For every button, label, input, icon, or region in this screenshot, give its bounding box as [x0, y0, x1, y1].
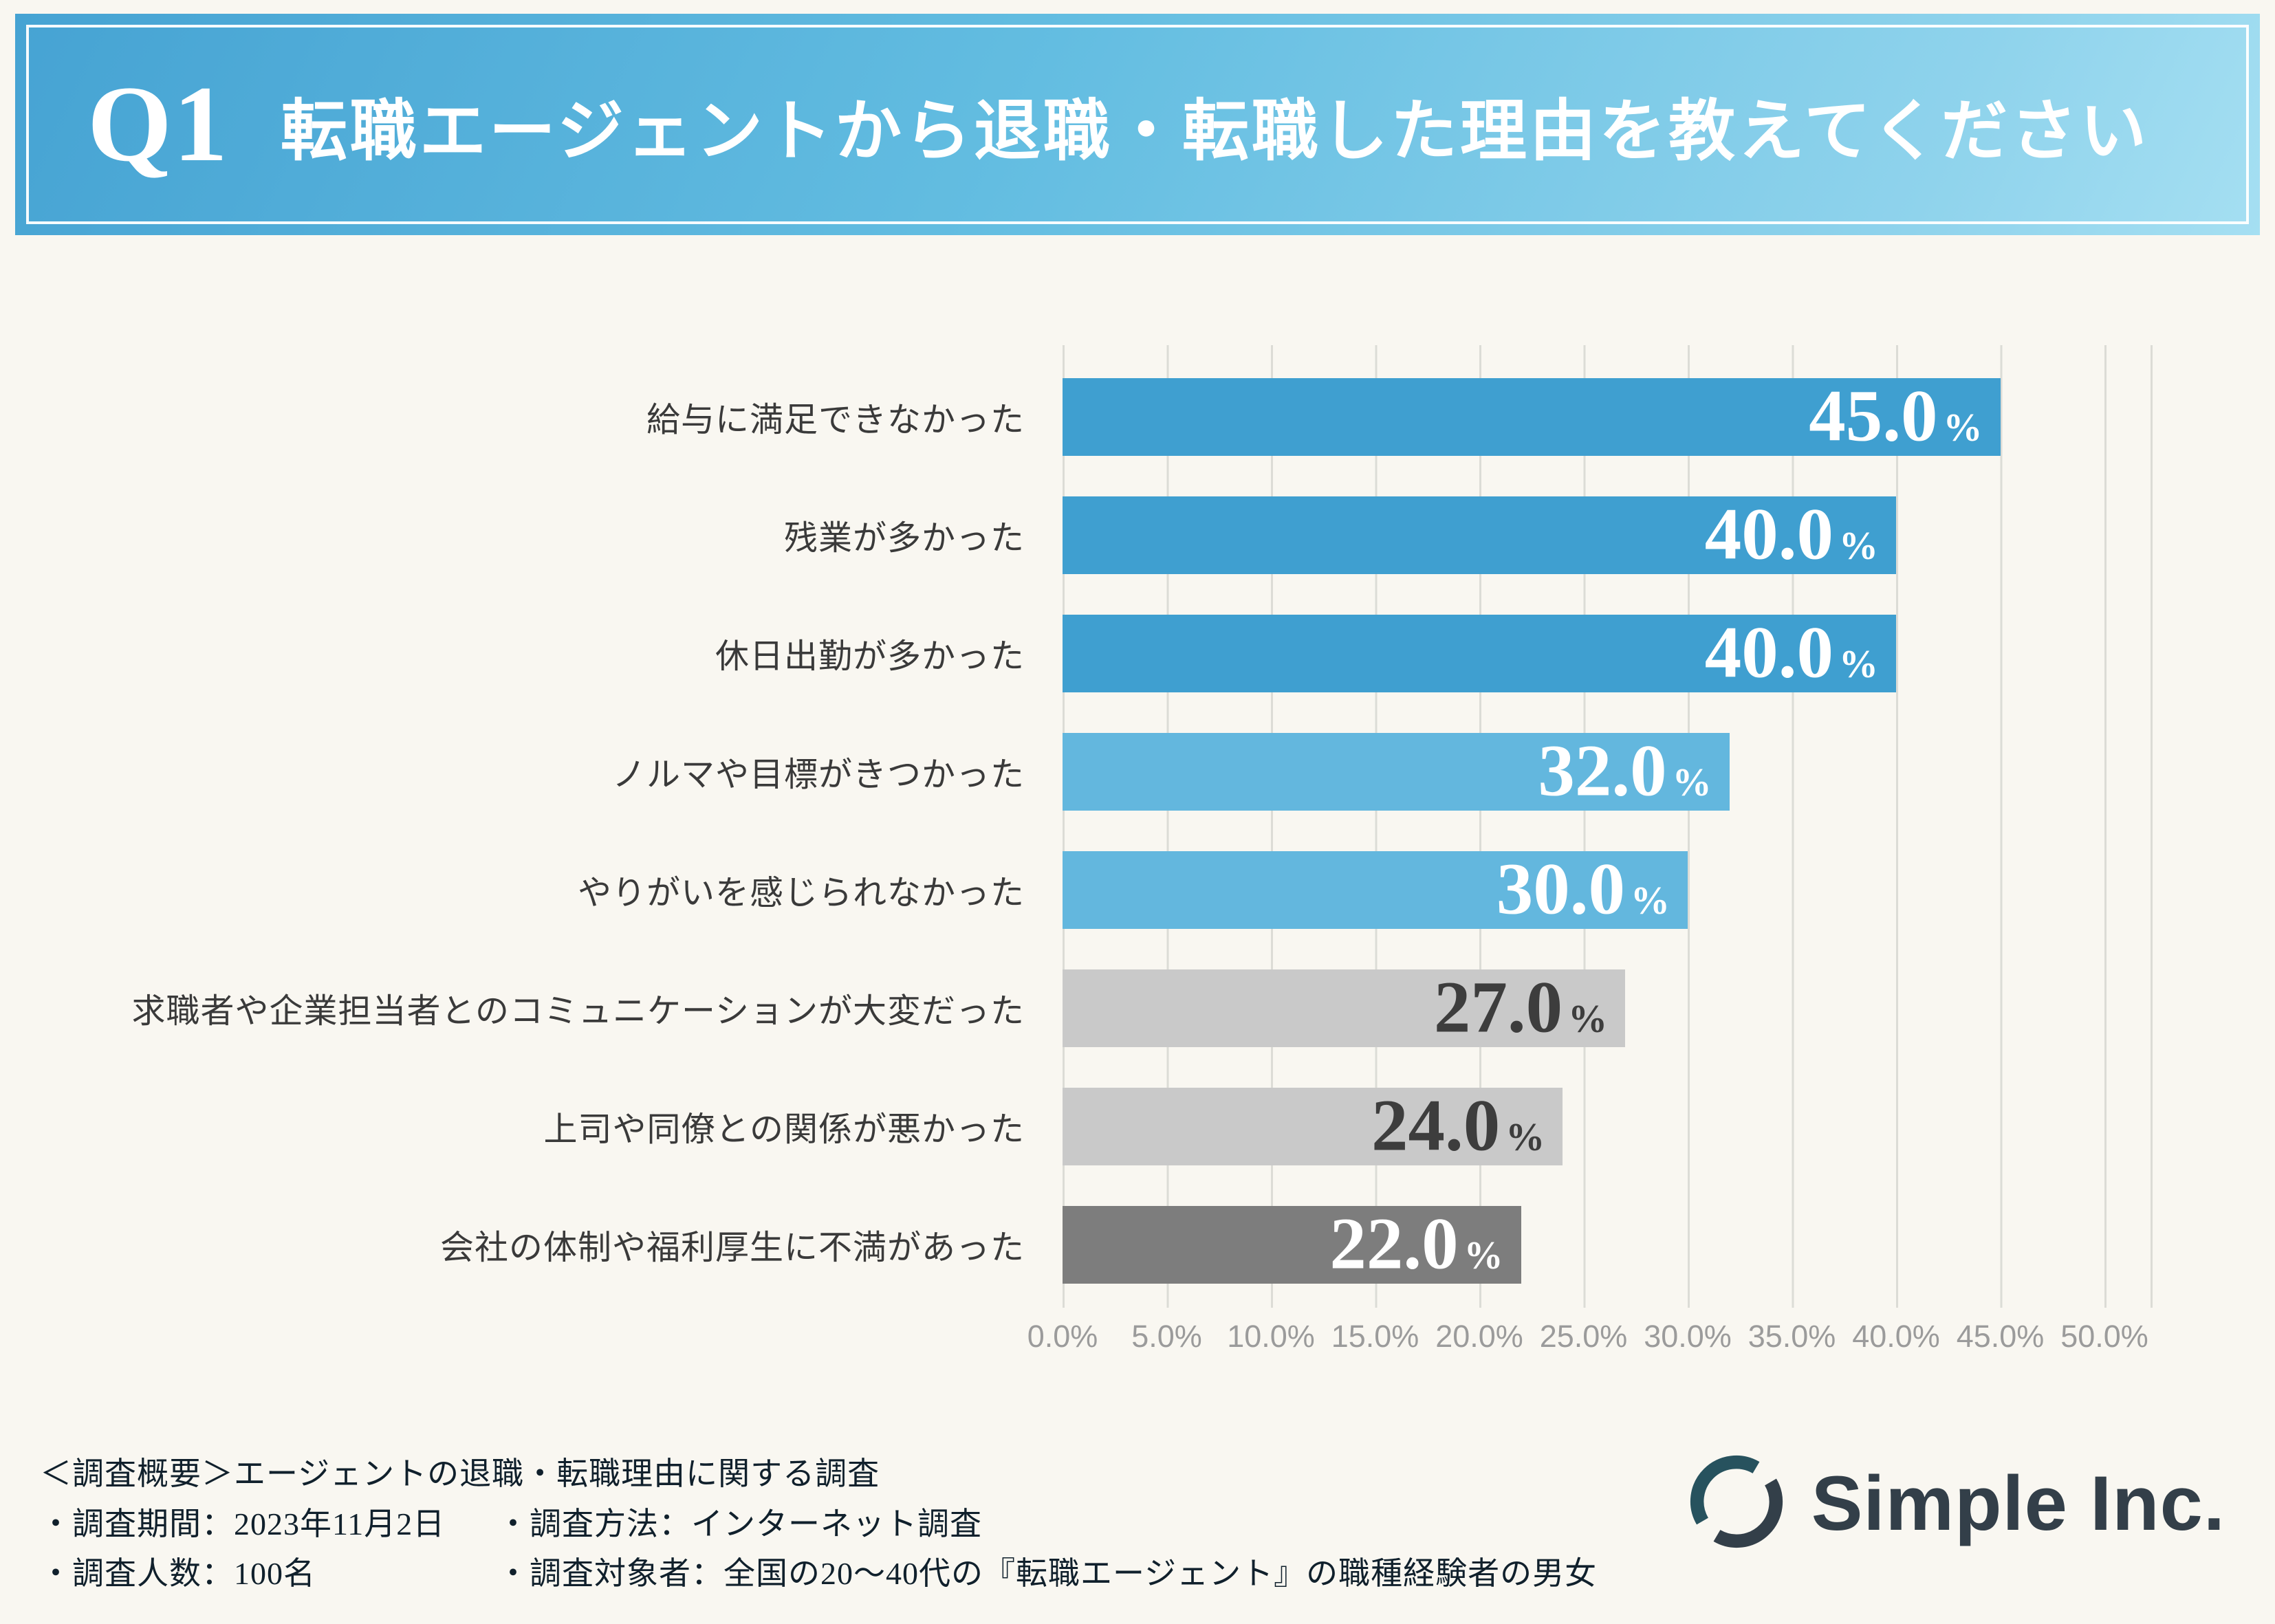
question-title: 転職エージェントから退職・転職した理由を教えてください: [280, 94, 2150, 168]
bar-track: 40.0%: [1063, 613, 2153, 694]
value-label: 22.0%: [1329, 1203, 1503, 1285]
value-label: 24.0%: [1371, 1085, 1545, 1167]
bar-row: やりがいを感じられなかった 30.0%: [31, 831, 2184, 949]
bar-row: 会社の体制や福利厚生に不満があった 22.0%: [31, 1185, 2184, 1304]
x-tick: 25.0%: [1539, 1319, 1628, 1354]
bar-track: 45.0%: [1063, 375, 2153, 457]
survey-note-line: ＜調査概要＞エージェントの退職・転職理由に関する調査: [40, 1449, 1597, 1500]
category-label: 求職者や企業担当者とのコミュニケーションが大変だった: [131, 991, 1025, 1030]
value-label: 40.0%: [1704, 612, 1878, 694]
x-tick: 10.0%: [1227, 1319, 1315, 1354]
value-label: 32.0%: [1538, 730, 1712, 812]
bar: 32.0%: [1063, 731, 1730, 812]
value-label: 45.0%: [1809, 375, 1983, 457]
survey-count: ・調査人数：100名: [40, 1556, 316, 1592]
bar: 40.0%: [1063, 494, 1896, 575]
x-tick: 45.0%: [1956, 1319, 2045, 1354]
bar: 40.0%: [1063, 613, 1896, 694]
survey-title: ＜調査概要＞エージェントの退職・転職理由に関する調査: [40, 1456, 880, 1491]
survey-note: ＜調査概要＞エージェントの退職・転職理由に関する調査 ・調査期間：2023年11…: [40, 1449, 1597, 1599]
bar: 45.0%: [1063, 375, 2001, 457]
company-logo: Simple Inc.: [1685, 1450, 2225, 1557]
value-label: 30.0%: [1496, 848, 1670, 930]
x-tick: 35.0%: [1748, 1319, 1836, 1354]
survey-period: ・調査期間：2023年11月2日: [40, 1506, 446, 1541]
category-label: 上司や同僚との関係が悪かった: [543, 1110, 1025, 1148]
x-tick: 40.0%: [1852, 1319, 1940, 1354]
x-tick: 0.0%: [1027, 1319, 1098, 1354]
bar-track: 40.0%: [1063, 494, 2153, 575]
bar-track: 24.0%: [1063, 1086, 2153, 1167]
bar-track: 32.0%: [1063, 731, 2153, 812]
chart-rows: 給与に満足できなかった 45.0% 残業が多かった 40.0% 休日出勤が多かった 40.…: [31, 358, 2184, 1304]
x-tick: 15.0%: [1331, 1319, 1419, 1354]
x-tick: 20.0%: [1435, 1319, 1523, 1354]
x-tick: 30.0%: [1644, 1319, 1732, 1354]
category-label: 会社の体制や福利厚生に不満があった: [439, 1228, 1025, 1266]
chart-body: 給与に満足できなかった 45.0% 残業が多かった 40.0% 休日出勤が多かった 40.…: [31, 345, 2184, 1308]
bar: 27.0%: [1063, 967, 1626, 1049]
logo-text: Simple Inc.: [1811, 1460, 2225, 1546]
bar-track: 22.0%: [1063, 1203, 2153, 1285]
bar-chart: 給与に満足できなかった 45.0% 残業が多かった 40.0% 休日出勤が多かった 40.…: [31, 345, 2184, 1381]
survey-note-line: ・調査期間：2023年11月2日 ・調査方法：インターネット調査: [40, 1500, 1597, 1550]
bar-row: 上司や同僚との関係が悪かった 24.0%: [31, 1067, 2184, 1185]
x-tick: 5.0%: [1131, 1319, 1202, 1354]
survey-subjects: ・調査対象者：全国の20〜40代の『転職エージェント』の職種経験者の男女: [497, 1556, 1598, 1592]
bar-row: ノルマや目標がきつかった 32.0%: [31, 712, 2184, 831]
bar-row: 残業が多かった 40.0%: [31, 476, 2184, 594]
category-label: 給与に満足できなかった: [646, 400, 1025, 439]
bar-track: 27.0%: [1063, 967, 2153, 1049]
value-label: 27.0%: [1433, 967, 1608, 1049]
category-label: やりがいを感じられなかった: [577, 873, 1025, 912]
value-label: 40.0%: [1704, 494, 1878, 575]
x-tick: 50.0%: [2060, 1319, 2148, 1354]
category-label: ノルマや目標がきつかった: [611, 755, 1025, 793]
bar-row: 給与に満足できなかった 45.0%: [31, 358, 2184, 476]
bar: 24.0%: [1063, 1086, 1563, 1167]
category-label: 残業が多かった: [783, 518, 1025, 557]
question-number: Q1: [87, 64, 229, 184]
bar-track: 30.0%: [1063, 848, 2153, 930]
logo-icon: [1685, 1450, 1788, 1557]
bar: 30.0%: [1063, 848, 1688, 930]
question-banner: Q1 転職エージェントから退職・転職した理由を教えてください: [15, 14, 2260, 235]
bar: 22.0%: [1063, 1203, 1521, 1285]
bar-row: 休日出勤が多かった 40.0%: [31, 594, 2184, 712]
bar-row: 求職者や企業担当者とのコミュニケーションが大変だった 27.0%: [31, 949, 2184, 1067]
category-label: 休日出勤が多かった: [715, 637, 1025, 675]
survey-note-line: ・調査人数：100名 ・調査対象者：全国の20〜40代の『転職エージェント』の職種…: [40, 1549, 1597, 1599]
survey-method: ・調査方法：インターネット調査: [497, 1506, 982, 1541]
x-axis: 0.0% 5.0% 10.0% 15.0% 20.0% 25.0% 30.0% 35.0% 40…: [1027, 1319, 2153, 1381]
